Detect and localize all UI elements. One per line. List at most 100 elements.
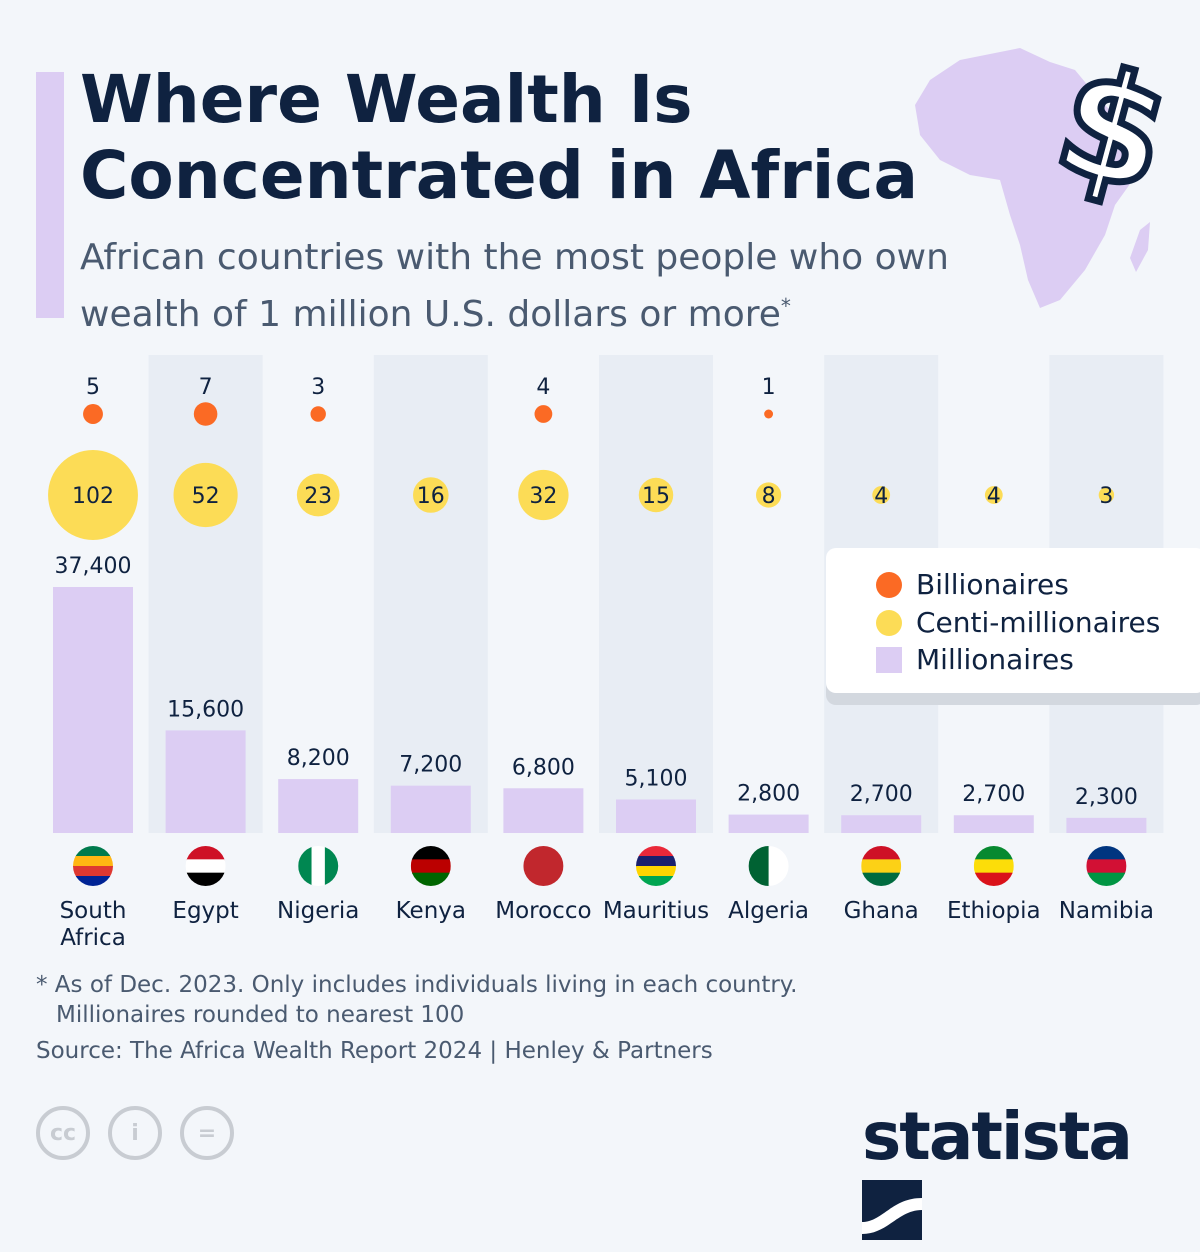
title-line: Concentrated in Africa	[80, 137, 919, 214]
flag-icon	[748, 846, 789, 886]
centi-millionaires-label: 8	[762, 484, 776, 509]
centi-millionaires-dot	[173, 462, 238, 528]
millionaires-label: 6,800	[512, 755, 575, 780]
flag-icon	[973, 846, 1014, 886]
millionaires-label: 5,100	[625, 766, 688, 791]
subtitle-line: wealth of 1 million U.S. dollars or more	[80, 294, 781, 335]
billionaires-label: 1	[762, 375, 776, 400]
centi-millionaires-dot	[984, 486, 1003, 504]
centi-millionaires-dot	[518, 469, 569, 521]
millionaires-bar	[1066, 817, 1147, 833]
billionaires-label: 5	[86, 375, 100, 400]
footnote-line: * As of Dec. 2023. Only includes individ…	[36, 972, 798, 998]
legend-swatch	[876, 609, 902, 636]
millionaires-bar	[390, 785, 471, 833]
legend-item-billionaires: Billionaires	[876, 568, 1069, 601]
centi-millionaires-label: 23	[304, 484, 332, 509]
centi-millionaires-label: 3	[1099, 484, 1113, 509]
brand-text: statista	[862, 1098, 1133, 1175]
billionaires-dot	[764, 409, 774, 419]
centi-millionaires-dot	[872, 486, 891, 504]
millionaires-bar	[165, 730, 246, 833]
billionaires-label: 7	[199, 375, 213, 400]
billionaires-dot	[193, 402, 218, 426]
billionaires-label: 3	[311, 375, 325, 400]
millionaires-label: 2,700	[850, 782, 913, 807]
centi-millionaires-label: 4	[874, 484, 888, 509]
centi-millionaires-dot	[638, 477, 674, 513]
centi-millionaires-label: 32	[529, 484, 557, 509]
legend-label: Millionaires	[916, 643, 1074, 676]
statista-mark-icon	[862, 1180, 922, 1240]
millionaires-bar	[503, 788, 584, 833]
millionaires-label: 37,400	[55, 554, 132, 579]
centi-millionaires-dot	[296, 473, 340, 517]
column-band	[599, 355, 713, 833]
millionaires-label: 15,600	[167, 697, 244, 722]
flag-icon	[298, 846, 339, 886]
legend: Billionaires Centi-millionaires Milliona…	[826, 548, 1200, 693]
chart-subtitle: African countries with the most people w…	[80, 234, 949, 339]
attribution-icon[interactable]: i	[108, 1106, 162, 1160]
legend-swatch	[876, 646, 902, 673]
country-label: Mauritius	[603, 898, 709, 924]
statista-logo[interactable]: statista	[862, 1098, 1200, 1252]
footnote: * As of Dec. 2023. Only includes individ…	[36, 970, 797, 1030]
country-label: Ghana	[844, 898, 919, 924]
centi-millionaires-label: 4	[987, 484, 1001, 509]
source: Source: The Africa Wealth Report 2024 | …	[36, 1038, 713, 1064]
centi-millionaires-dot	[1098, 487, 1115, 503]
millionaires-bar	[728, 814, 809, 833]
no-derivatives-icon[interactable]: =	[180, 1106, 234, 1160]
centi-millionaires-dot	[48, 450, 138, 540]
centi-millionaires-dot	[413, 477, 449, 513]
country-label: Morocco	[495, 898, 591, 924]
legend-swatch	[876, 571, 902, 598]
millionaires-bar	[53, 587, 133, 833]
cc-icon[interactable]: cc	[36, 1106, 90, 1160]
millionaires-bar	[278, 779, 359, 833]
country-label: Nigeria	[277, 898, 359, 924]
centi-millionaires-label: 15	[642, 484, 670, 509]
country-label: Egypt	[172, 898, 238, 924]
flag-icon	[636, 846, 676, 886]
flag-icon	[861, 846, 902, 886]
millionaires-bar	[841, 815, 922, 833]
centi-millionaires-dot	[756, 482, 782, 508]
billionaires-dot	[534, 405, 553, 423]
chart-title: Where Wealth Is Concentrated in Africa	[80, 62, 918, 214]
country-label: Algeria	[728, 898, 809, 924]
centi-millionaires-label: 102	[72, 484, 114, 509]
flag-icon	[523, 846, 564, 886]
millionaires-label: 7,200	[399, 753, 462, 778]
legend-label: Billionaires	[916, 568, 1069, 601]
country-label: Africa	[60, 925, 126, 951]
subtitle-line: African countries with the most people w…	[80, 237, 949, 278]
flag-icon	[73, 846, 113, 886]
flag-icon	[185, 846, 226, 886]
centi-millionaires-label: 52	[192, 484, 220, 509]
flag-icon	[410, 846, 451, 886]
millionaires-label: 2,300	[1075, 785, 1138, 810]
flag-icon	[1086, 846, 1127, 886]
africa-map-icon: $	[915, 40, 1170, 308]
millionaires-label: 2,800	[737, 782, 800, 807]
billionaires-dot	[83, 404, 103, 424]
title-accent-bar	[36, 72, 64, 318]
country-label: South	[60, 898, 127, 924]
billionaires-label: 4	[536, 375, 550, 400]
legend-label: Centi-millionaires	[916, 606, 1161, 639]
title-line: Where Wealth Is	[80, 61, 693, 138]
footnote-mark: *	[780, 294, 791, 318]
millionaires-bar	[953, 815, 1034, 833]
legend-item-millionaires: Millionaires	[876, 643, 1074, 676]
country-label: Ethiopia	[947, 898, 1041, 924]
legend-item-centi: Centi-millionaires	[876, 606, 1160, 639]
millionaires-label: 8,200	[287, 746, 350, 771]
country-label: Kenya	[396, 898, 466, 924]
centi-millionaires-label: 16	[417, 484, 445, 509]
billionaires-dot	[310, 406, 326, 422]
millionaires-bar	[616, 799, 696, 833]
column-band	[373, 355, 488, 833]
country-label: Namibia	[1059, 898, 1154, 924]
